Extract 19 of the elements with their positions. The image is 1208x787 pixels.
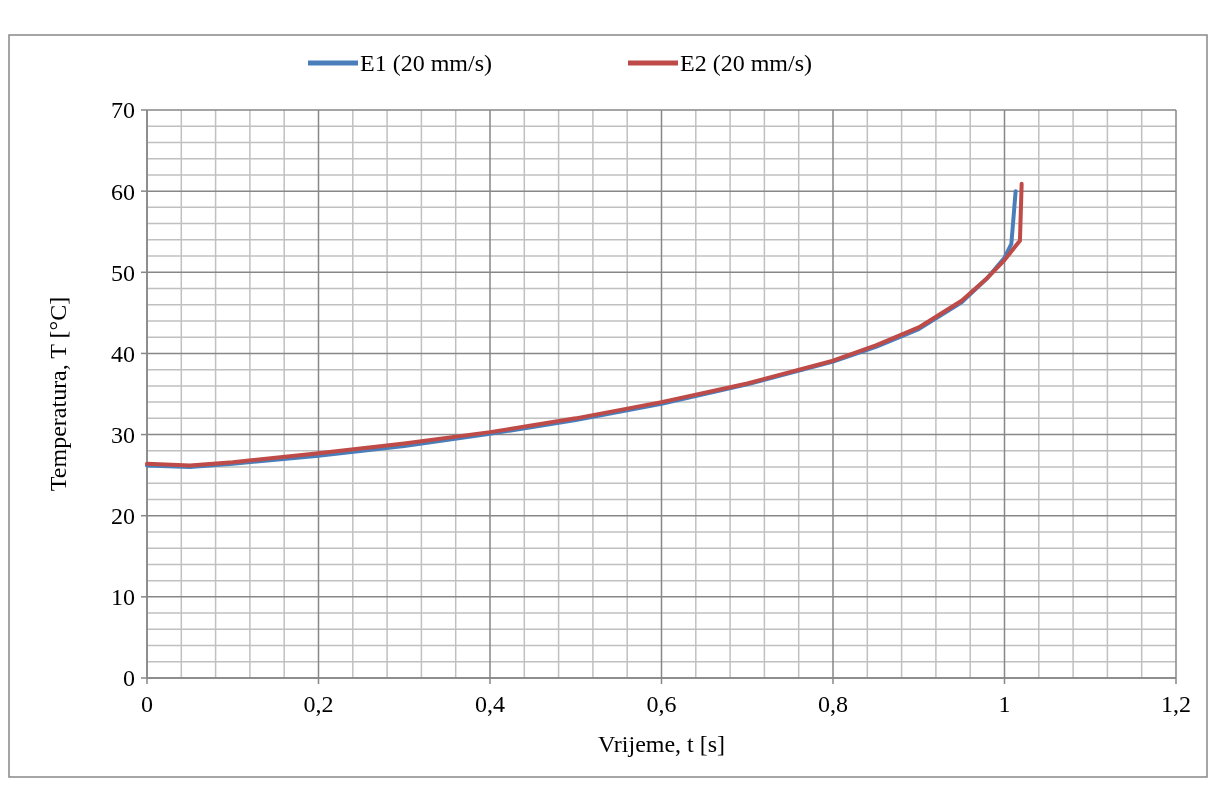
y-tick-label: 70 bbox=[111, 97, 135, 124]
x-tick-label: 0,6 bbox=[646, 691, 677, 717]
x-tick-label: 0 bbox=[141, 691, 153, 717]
y-tick-label: 60 bbox=[111, 178, 135, 205]
x-axis-title: Vrijeme, t [s] bbox=[597, 731, 726, 757]
y-tick-label: 50 bbox=[111, 259, 135, 286]
x-tick-label: 0,4 bbox=[475, 691, 505, 717]
y-tick-label: 10 bbox=[111, 584, 135, 611]
y-tick-label: 40 bbox=[111, 340, 135, 367]
x-tick-label: 0,8 bbox=[818, 691, 848, 717]
x-tick-label: 1,2 bbox=[1161, 691, 1191, 717]
x-tick-label: 1 bbox=[998, 691, 1011, 717]
legend-label: E1 (20 mm/s) bbox=[360, 50, 492, 77]
y-axis-title: Temperatura, T [°C] bbox=[45, 296, 71, 492]
legend-label: E2 (20 mm/s) bbox=[680, 50, 812, 77]
y-tick-label: 0 bbox=[123, 665, 135, 692]
y-tick-label: 20 bbox=[111, 503, 135, 530]
y-tick-label: 30 bbox=[111, 421, 135, 448]
x-tick-label: 0,2 bbox=[303, 691, 334, 717]
